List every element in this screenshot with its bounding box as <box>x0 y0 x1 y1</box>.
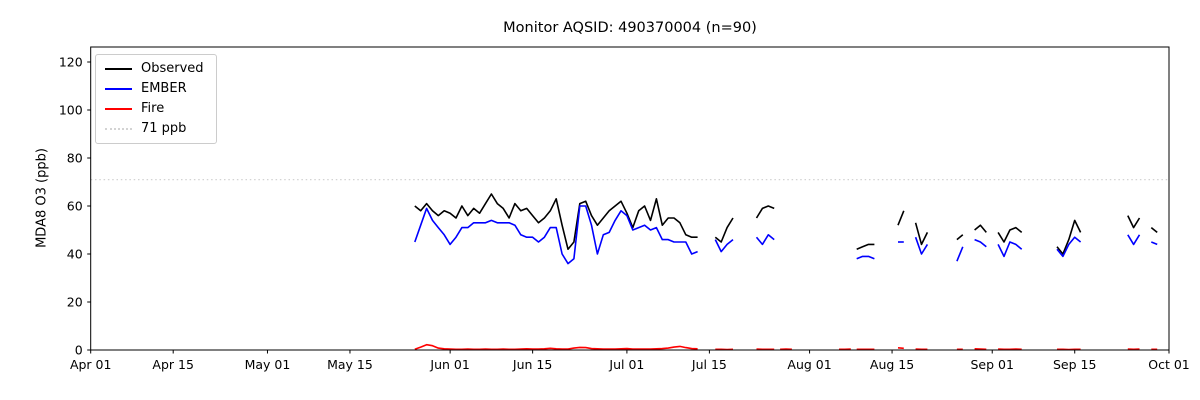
series-ember-line-seg11 <box>1056 236 1082 258</box>
series-observed-line-seg2 <box>755 205 775 219</box>
x-tick-label: Oct 01 <box>1148 357 1190 372</box>
y-tick-label: 20 <box>67 295 83 310</box>
x-tick-label: Sep 15 <box>1053 357 1096 372</box>
series-fire-line-seg9 <box>974 348 987 351</box>
threshold-line-sample <box>105 128 132 130</box>
y-tick-label: 60 <box>67 199 83 214</box>
series-ember-line-seg9 <box>974 238 987 248</box>
x-tick-label: Aug 01 <box>787 357 831 372</box>
series-observed-line-seg5 <box>856 243 875 250</box>
x-tick-label: Jun 15 <box>512 357 552 372</box>
legend-label-ember: EMBER <box>141 81 187 96</box>
series-ember-line-seg2 <box>755 234 775 246</box>
legend-label-threshold: 71 ppb <box>141 121 187 136</box>
x-tick-label: Apr 15 <box>152 357 194 372</box>
plot-border <box>90 46 1170 351</box>
series-observed-line-seg12 <box>1127 215 1141 229</box>
x-tick-label: Jun 01 <box>429 357 469 372</box>
ember-line-sample <box>105 88 132 90</box>
series-observed-line-seg9 <box>974 224 987 233</box>
y-tick-label: 80 <box>67 151 83 166</box>
series-fire-line-seg0 <box>414 343 698 351</box>
series-observed-line-seg0 <box>414 193 698 250</box>
legend-entry-ember: EMBER <box>105 82 204 96</box>
series-ember-line-seg10 <box>997 241 1023 258</box>
y-axis-label: MDA8 O3 (ppb) <box>34 148 50 248</box>
x-tick-label: Sep 01 <box>971 357 1014 372</box>
x-tick-label: Aug 15 <box>870 357 914 372</box>
observed-line-sample <box>105 68 132 70</box>
series-ember-line-seg13 <box>1150 241 1158 246</box>
series-observed-line-seg1 <box>714 217 734 243</box>
x-tick-label: Jul 15 <box>691 357 727 372</box>
series-fire-line-seg6 <box>897 347 904 350</box>
series-observed-line-seg10 <box>997 226 1023 243</box>
legend-entry-threshold: 71 ppb <box>105 122 204 136</box>
y-tick-label: 0 <box>75 343 83 358</box>
x-tick-label: May 01 <box>245 357 291 372</box>
chart-title: Monitor AQSID: 490370004 (n=90) <box>503 20 757 36</box>
series-ember-line-seg8 <box>956 246 964 262</box>
y-tick-label: 120 <box>59 55 83 70</box>
series-ember-line-seg0 <box>414 205 698 265</box>
x-tick-label: Apr 01 <box>70 357 112 372</box>
fire-line-sample <box>105 108 132 110</box>
y-tick-label: 100 <box>59 103 83 118</box>
x-tick-label: May 15 <box>327 357 373 372</box>
legend-entry-fire: Fire <box>105 102 204 116</box>
y-tick-label: 40 <box>67 247 83 262</box>
series-ember-line-seg1 <box>714 238 734 253</box>
series-observed-line-seg6 <box>897 210 905 226</box>
series-observed-line-seg7 <box>914 222 929 246</box>
legend-label-fire: Fire <box>141 101 165 116</box>
series-ember-line-seg7 <box>914 236 929 255</box>
x-tick-label: Jul 01 <box>608 357 644 372</box>
series-observed-line-seg11 <box>1056 219 1082 255</box>
series-ember-line-seg12 <box>1127 234 1141 246</box>
series-observed-line-seg13 <box>1150 226 1158 234</box>
series-ember-line-seg5 <box>856 255 875 260</box>
legend-label-observed: Observed <box>141 61 204 76</box>
legend-entry-observed: Observed <box>105 62 204 76</box>
legend: Observed EMBER Fire 71 ppb <box>95 54 217 144</box>
series-observed-line-seg8 <box>956 234 964 241</box>
